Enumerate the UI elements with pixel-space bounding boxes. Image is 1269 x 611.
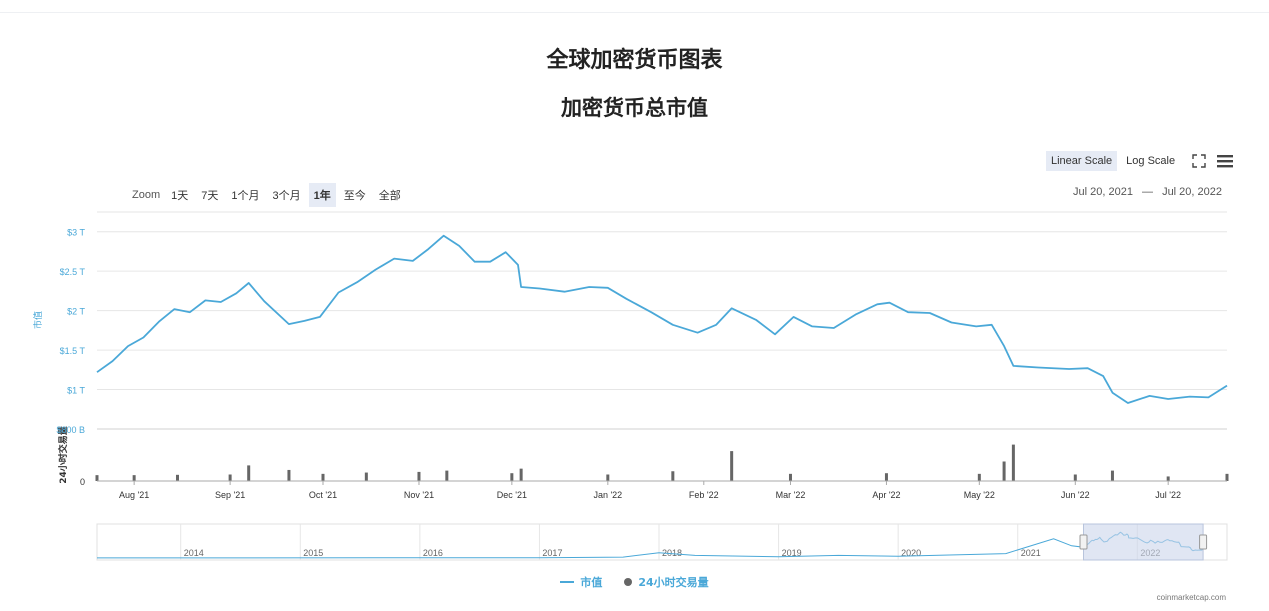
volume-bar xyxy=(730,451,734,481)
navigator-tick-label: 2015 xyxy=(303,548,323,558)
y-tick-label: $1 T xyxy=(67,386,85,396)
volume-bar xyxy=(519,468,523,481)
x-tick-label: Apr '22 xyxy=(872,490,900,500)
y-tick-label: $1.5 T xyxy=(60,346,86,356)
navigator-selection xyxy=(1083,523,1204,561)
zoom-label: Zoom xyxy=(132,189,161,201)
date-to[interactable]: Jul 20, 2022 xyxy=(1162,186,1222,198)
linear-scale-button[interactable]: Linear Scale xyxy=(1046,151,1118,171)
line-marker-icon xyxy=(560,581,575,583)
volume-axis-title: 24小时交易量 xyxy=(57,426,69,484)
volume-bar xyxy=(510,473,514,481)
volume-tick-label: $800 B xyxy=(56,425,85,435)
y-axis-title: 市值 xyxy=(32,311,44,329)
navigator-handle-left xyxy=(1079,534,1088,550)
volume-bar xyxy=(445,470,449,481)
volume-bar xyxy=(95,475,99,481)
x-tick-label: Sep '21 xyxy=(215,490,245,500)
navigator-tick-label: 2018 xyxy=(662,548,682,558)
date-sep: — xyxy=(1142,186,1153,198)
zoom-selector: Zoom 1天 7天 1个月 3个月 1年 至今 全部 xyxy=(132,183,409,207)
x-tick-label: Nov '21 xyxy=(404,490,434,500)
volume-tick-label: 0 xyxy=(80,477,85,487)
attribution: coinmarketcap.com xyxy=(1156,593,1226,602)
x-tick-label: Jul '22 xyxy=(1155,490,1181,500)
volume-bar xyxy=(287,469,291,481)
y-tick-label: $2.5 T xyxy=(60,267,86,277)
date-range[interactable]: Jul 20, 2021 — Jul 20, 2022 xyxy=(1073,186,1222,198)
x-tick-label: Oct '21 xyxy=(309,490,337,500)
x-tick-label: May '22 xyxy=(964,490,995,500)
volume-bar xyxy=(1073,474,1077,481)
navigator-handle-right xyxy=(1199,534,1208,550)
volume-bar xyxy=(977,473,981,481)
navigator-tick-label: 2017 xyxy=(542,548,562,558)
chart-legend: 市值 24小时交易量 xyxy=(0,574,1269,590)
volume-bar xyxy=(1166,476,1170,481)
zoom-7d-button[interactable]: 7天 xyxy=(201,190,219,202)
volume-bar xyxy=(788,473,792,481)
legend-market-cap[interactable]: 市值 xyxy=(560,574,602,590)
page-title: 全球加密货币图表 xyxy=(546,48,723,73)
navigator-tick-label: 2021 xyxy=(1021,548,1041,558)
zoom-1y-button[interactable]: 1年 xyxy=(308,183,336,207)
navigator-tick-label: 2014 xyxy=(184,548,204,558)
date-from[interactable]: Jul 20, 2021 xyxy=(1073,186,1133,198)
x-tick-label: Feb '22 xyxy=(689,490,719,500)
legend-volume[interactable]: 24小时交易量 xyxy=(624,574,709,590)
fullscreen-icon[interactable] xyxy=(1190,152,1208,170)
zoom-all-button[interactable]: 全部 xyxy=(378,190,401,202)
volume-bar xyxy=(132,475,136,481)
volume-bar xyxy=(364,472,368,481)
y-tick-label: $3 T xyxy=(67,228,85,238)
zoom-1m-button[interactable]: 1个月 xyxy=(231,190,260,202)
volume-bar xyxy=(606,474,610,481)
zoom-3m-button[interactable]: 3个月 xyxy=(272,190,301,202)
volume-bar xyxy=(247,465,251,481)
x-tick-label: Jan '22 xyxy=(593,490,622,500)
volume-bar xyxy=(228,474,232,481)
x-tick-label: Dec '21 xyxy=(497,490,527,500)
x-tick-label: Mar '22 xyxy=(776,490,806,500)
zoom-1d-button[interactable]: 1天 xyxy=(171,190,189,202)
y-tick-label: $2 T xyxy=(67,307,85,317)
volume-bar xyxy=(1011,444,1015,481)
volume-bar xyxy=(671,471,675,481)
x-tick-label: Jun '22 xyxy=(1061,490,1090,500)
volume-bar xyxy=(1110,470,1114,481)
scale-toggle: Linear Scale Log Scale xyxy=(1046,151,1234,171)
chart-title: 加密货币总市值 xyxy=(561,96,708,120)
menu-icon[interactable] xyxy=(1216,152,1234,170)
x-tick-label: Aug '21 xyxy=(119,490,149,500)
volume-bar xyxy=(1002,461,1006,481)
top-divider xyxy=(0,12,1269,13)
dot-marker-icon xyxy=(624,578,633,586)
navigator-tick-label: 2016 xyxy=(423,548,443,558)
volume-bar xyxy=(1225,473,1229,481)
navigator-frame xyxy=(96,523,1228,561)
volume-bar xyxy=(417,471,421,481)
market-cap-line xyxy=(96,234,1228,404)
zoom-ytd-button[interactable]: 至今 xyxy=(343,190,366,202)
volume-bar xyxy=(175,474,179,481)
volume-bar xyxy=(321,473,325,481)
log-scale-button[interactable]: Log Scale xyxy=(1126,155,1176,167)
legend-market-cap-label: 市值 xyxy=(580,576,603,589)
legend-volume-label: 24小时交易量 xyxy=(638,576,709,589)
navigator-tick-label: 2020 xyxy=(901,548,921,558)
volume-bar xyxy=(884,473,888,481)
navigator-tick-label: 2019 xyxy=(782,548,802,558)
